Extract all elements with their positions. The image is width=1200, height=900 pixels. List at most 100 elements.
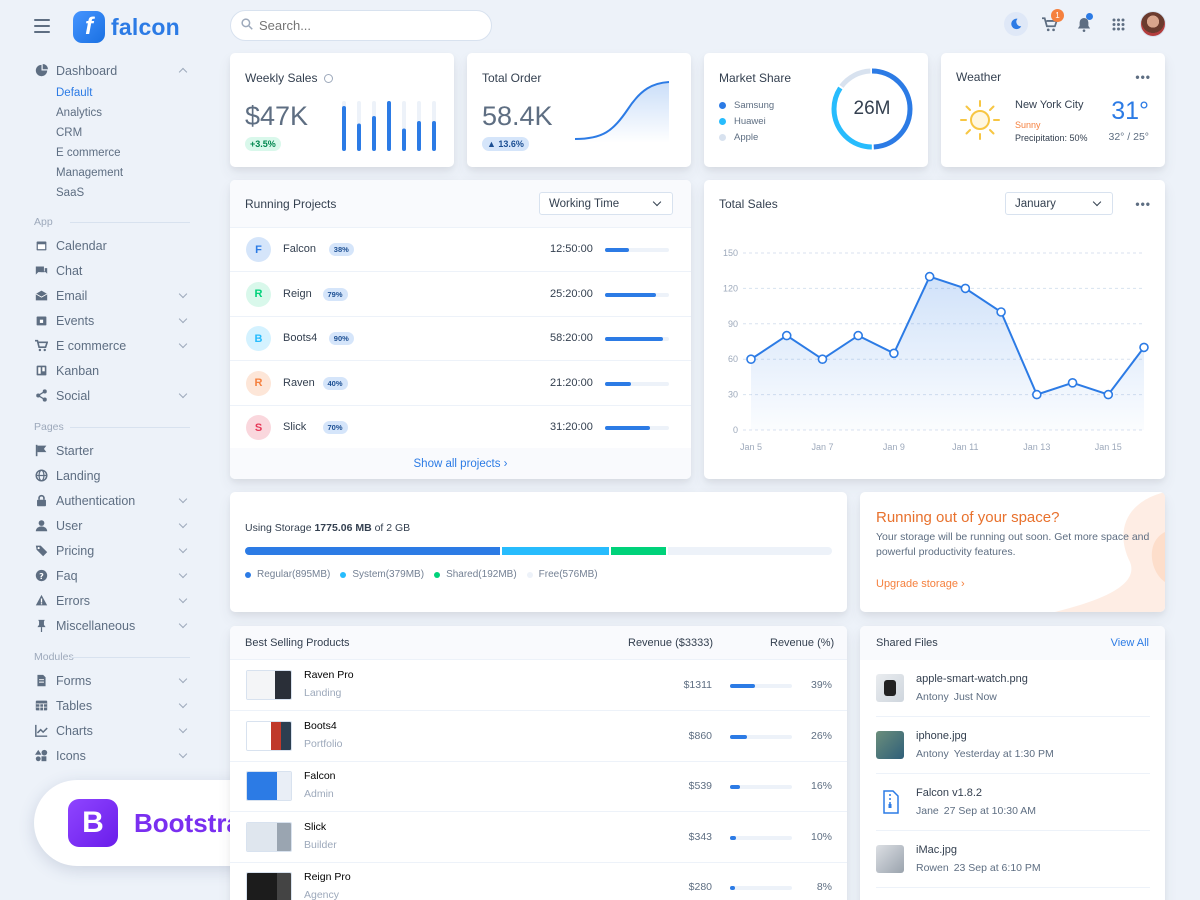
sidebar-item-email[interactable]: Email [34,283,190,308]
sidebar-item-pricing[interactable]: Pricing [34,538,190,563]
y-tick-label: 0 [733,425,738,435]
sidebar-item-miscellaneous[interactable]: Miscellaneous [34,613,190,638]
more-options-icon[interactable]: ••• [1135,197,1151,211]
sidebar-subitem-default[interactable]: Default [56,87,93,99]
sidebar-item-label: Starter [56,443,94,458]
menu-toggle-icon[interactable] [34,19,50,33]
sidebar-item-kanban[interactable]: Kanban [34,358,190,383]
storage-label-suffix: of 2 GB [371,522,411,534]
warning-icon [34,594,48,608]
sidebar-item-charts[interactable]: Charts [34,718,190,743]
search-input[interactable] [259,18,479,33]
sidebar-item-icons[interactable]: Icons [34,743,190,768]
sidebar-item-faq[interactable]: ? Faq [34,563,190,588]
sidebar-item-social[interactable]: Social [34,383,190,408]
email-icon [34,289,48,303]
user-avatar[interactable] [1140,11,1166,37]
view-all-link[interactable]: View All [1110,637,1149,649]
project-row[interactable]: F Falcon 38% 12:50:00 [230,228,691,272]
sidebar-item-e-commerce[interactable]: E commerce [34,333,190,358]
product-revenue: $860 [688,729,712,742]
sidebar-item-forms[interactable]: Forms [34,668,190,693]
sidebar-item-chat[interactable]: Chat [34,258,190,283]
falcon-logo-icon: f [73,11,105,43]
chevron-down-icon [178,749,188,759]
project-progress-fill [605,292,656,297]
weekly-sales-card: Weekly Sales $47K +3.5% [230,53,454,167]
chevron-down-icon [178,619,188,629]
project-avatar: R [246,370,271,396]
shared-file-row[interactable]: Falcon v1.8.2 Jane 27 Sep at 10:30 AM [876,774,1150,831]
sales-point [781,330,792,341]
storage-segment [668,547,832,555]
upgrade-storage-text: Your storage will be running out soon. G… [876,531,1150,558]
weekly-sales-value: $47K [245,101,309,131]
product-row[interactable]: Boots4 Portfolio $860 26% [230,711,847,762]
show-all-projects-link[interactable]: Show all projects › [230,448,691,479]
sidebar-item-events[interactable]: Events [34,308,190,333]
sidebar-item-dashboard[interactable]: Dashboard [34,58,190,83]
sidebar-subitem-analytics[interactable]: Analytics [56,107,103,119]
project-row[interactable]: B Boots4 90% 58:20:00 [230,317,691,362]
project-row[interactable]: R Raven 40% 21:20:00 [230,362,691,406]
sidebar-item-tables[interactable]: Tables [34,693,190,718]
sidebar-item-label: Kanban [56,363,100,378]
sidebar-item-label: Faq [56,568,78,583]
month-select[interactable]: January [1005,192,1113,215]
revenue-share-fill [730,734,747,739]
sales-point [817,354,828,364]
brand-logo[interactable]: f falcon [73,11,180,43]
sidebar-item-label: Landing [56,468,101,483]
product-revenue-pct: 16% [810,780,832,792]
chart-icon [34,724,48,738]
tags-icon [34,544,48,558]
running-projects-title: Running Projects [245,197,337,211]
total-sales-line-chart: 0 30 60 90 120 150 Jan 5 Jan 7 Jan 9 Jan 11 Jan 13… [723,248,1149,452]
sidebar-item-landing[interactable]: Landing [34,463,190,488]
project-progress-track [605,248,669,252]
product-revenue-pct: 8% [816,881,832,893]
chevron-down-icon [178,314,188,324]
total-sales-card: Total Sales January ••• 0 30 60 90 120 150 Jan… [704,180,1165,479]
sidebar-subitem-management[interactable]: Management [56,167,124,179]
y-tick-label: 30 [728,390,738,400]
product-row[interactable]: Reign Pro Agency $280 8% [230,862,847,900]
weather-city: New York City [1015,99,1084,111]
sales-point [853,330,863,341]
apps-grid-icon[interactable] [1106,12,1130,36]
sidebar-subitem-saas[interactable]: SaaS [56,187,85,199]
working-time-select[interactable]: Working Time [539,192,673,215]
shared-file-row[interactable]: iphone.jpg Antony Yesterday at 1:30 PM [876,717,1150,774]
shared-file-row[interactable]: iMac.jpg Rowen 23 Sep at 6:10 PM [876,831,1150,888]
more-options-icon[interactable]: ••• [1135,70,1151,84]
product-category: Builder [304,838,337,851]
phone-image-icon [876,731,904,759]
watch-image-icon [876,674,904,702]
product-row[interactable]: Raven Pro Landing $1311 39% [230,660,847,711]
upgrade-storage-link[interactable]: Upgrade storage › [876,578,965,590]
sales-point [746,354,756,364]
weekly-sales-bar [417,121,421,151]
sidebar-item-calendar[interactable]: Calendar [34,233,190,258]
sidebar-item-authentication[interactable]: Authentication [34,488,190,513]
shared-file-row[interactable]: apple-smart-watch.png Antony Just Now [876,660,1150,717]
bell-icon[interactable] [1072,12,1096,36]
sidebar-item-user[interactable]: User [34,513,190,538]
project-row[interactable]: S Slick 70% 31:20:00 [230,406,691,451]
market-share-donut-chart [831,68,913,150]
product-row[interactable]: Slick Builder $343 10% [230,812,847,863]
weekly-sales-bar [402,128,406,151]
chevron-down-icon [178,674,188,684]
sidebar-item-starter[interactable]: Starter [34,438,190,463]
sidebar-subitem-ecommerce[interactable]: E commerce [56,147,121,159]
total-order-card: Total Order 58.4K ▲ 13.6% [467,53,691,167]
brand-name: falcon [111,13,180,40]
product-row[interactable]: Falcon Admin $539 16% [230,761,847,812]
product-name: Reign Pro [304,871,351,883]
sales-point [924,271,935,282]
theme-toggle-moon-icon[interactable] [1004,12,1028,36]
sidebar-subitem-crm[interactable]: CRM [56,127,83,139]
sidebar-item-errors[interactable]: Errors [34,588,190,613]
project-row[interactable]: R Reign 79% 25:20:00 [230,273,691,317]
cart-icon[interactable]: 1 [1038,9,1064,36]
